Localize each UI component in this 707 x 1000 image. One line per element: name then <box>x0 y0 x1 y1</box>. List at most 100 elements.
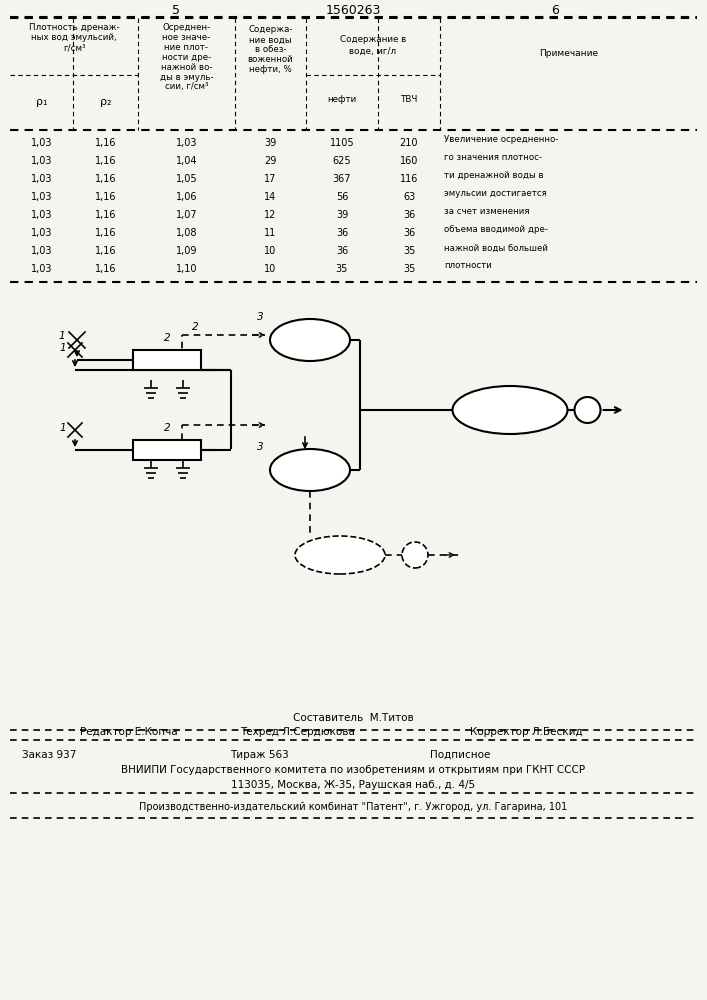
Text: 1,03: 1,03 <box>30 246 52 256</box>
Text: ности дре-: ности дре- <box>162 52 211 62</box>
Text: 1,03: 1,03 <box>30 228 52 238</box>
Text: 10: 10 <box>264 246 276 256</box>
Text: 1,08: 1,08 <box>176 228 197 238</box>
Text: Содержание в: Содержание в <box>340 35 406 44</box>
Text: сии, г/см³: сии, г/см³ <box>165 82 209 91</box>
Text: 625: 625 <box>333 156 351 166</box>
Text: Подписное: Подписное <box>430 750 491 760</box>
Text: 36: 36 <box>403 228 415 238</box>
Text: 1,16: 1,16 <box>95 264 116 274</box>
Text: Увеличение осредненно-: Увеличение осредненно- <box>444 135 559 144</box>
Text: 29: 29 <box>264 156 276 166</box>
Text: 1,03: 1,03 <box>176 138 197 148</box>
Ellipse shape <box>270 319 350 361</box>
Text: 1560263: 1560263 <box>325 3 380 16</box>
Text: 2: 2 <box>192 322 198 332</box>
Text: 11: 11 <box>264 228 276 238</box>
Text: Составитель  М.Титов: Составитель М.Титов <box>293 713 414 723</box>
Text: 1,16: 1,16 <box>95 156 116 166</box>
Text: в обез-: в обез- <box>255 45 286 54</box>
Text: 160: 160 <box>400 156 418 166</box>
Ellipse shape <box>452 386 568 434</box>
Text: 1,03: 1,03 <box>30 174 52 184</box>
Text: 1,03: 1,03 <box>30 138 52 148</box>
Text: 1,03: 1,03 <box>30 264 52 274</box>
Text: г/см³: г/см³ <box>63 43 86 52</box>
Text: 36: 36 <box>336 228 348 238</box>
Text: Производственно-издательский комбинат "Патент", г. Ужгород, ул. Гагарина, 101: Производственно-издательский комбинат "П… <box>139 802 567 812</box>
Text: нефти, %: нефти, % <box>249 66 292 75</box>
Text: 35: 35 <box>403 246 415 256</box>
Text: 39: 39 <box>264 138 276 148</box>
Text: 36: 36 <box>336 246 348 256</box>
Text: ρ₂: ρ₂ <box>100 97 111 107</box>
Text: эмульсии достигается: эмульсии достигается <box>444 190 547 198</box>
Text: 1,06: 1,06 <box>176 192 197 202</box>
Text: объема вводимой дре-: объема вводимой дре- <box>444 226 548 234</box>
Text: 1: 1 <box>59 343 66 353</box>
Text: ды в эмуль-: ды в эмуль- <box>160 73 214 82</box>
Text: нажной воды большей: нажной воды большей <box>444 243 548 252</box>
Text: 1,03: 1,03 <box>30 210 52 220</box>
Text: 63: 63 <box>403 192 415 202</box>
Ellipse shape <box>295 536 385 574</box>
Text: 1,16: 1,16 <box>95 210 116 220</box>
Text: ТВЧ: ТВЧ <box>400 96 418 104</box>
Text: Редактор Е.Копча: Редактор Е.Копча <box>80 727 177 737</box>
Text: 113035, Москва, Ж-35, Раушская наб., д. 4/5: 113035, Москва, Ж-35, Раушская наб., д. … <box>231 780 475 790</box>
Text: 2: 2 <box>164 333 170 343</box>
Text: 116: 116 <box>400 174 418 184</box>
Text: Плотность дренаж-: Плотность дренаж- <box>29 23 119 32</box>
Text: 1,16: 1,16 <box>95 192 116 202</box>
Text: Примечание: Примечание <box>539 48 598 57</box>
Text: 35: 35 <box>403 264 415 274</box>
Text: Тираж 563: Тираж 563 <box>230 750 288 760</box>
Text: ти дренажной воды в: ти дренажной воды в <box>444 172 544 180</box>
Text: Техред Л.Сердюкова: Техред Л.Сердюкова <box>240 727 355 737</box>
Bar <box>133 440 201 460</box>
Text: 14: 14 <box>264 192 276 202</box>
Text: 1,16: 1,16 <box>95 228 116 238</box>
Text: 367: 367 <box>333 174 351 184</box>
Text: ρ₁: ρ₁ <box>36 97 47 107</box>
Text: 1105: 1105 <box>329 138 354 148</box>
Text: 39: 39 <box>336 210 348 220</box>
Text: 56: 56 <box>336 192 348 202</box>
Text: 1: 1 <box>59 423 66 433</box>
Ellipse shape <box>402 542 428 568</box>
Text: 1,07: 1,07 <box>175 210 197 220</box>
Text: 35: 35 <box>336 264 348 274</box>
Text: 1,09: 1,09 <box>176 246 197 256</box>
Text: 6: 6 <box>551 3 559 16</box>
Text: 1,16: 1,16 <box>95 174 116 184</box>
Text: Корректор Л.Бескид: Корректор Л.Бескид <box>470 727 583 737</box>
Text: нефти: нефти <box>327 96 356 104</box>
Text: 1,16: 1,16 <box>95 138 116 148</box>
Ellipse shape <box>270 449 350 491</box>
Text: 1,03: 1,03 <box>30 192 52 202</box>
Text: Содержа-: Содержа- <box>248 25 293 34</box>
Text: 3: 3 <box>257 312 263 322</box>
Text: 5: 5 <box>172 3 180 16</box>
Bar <box>133 350 201 370</box>
Text: 12: 12 <box>264 210 276 220</box>
Text: 1,05: 1,05 <box>175 174 197 184</box>
Text: го значения плотнос-: го значения плотнос- <box>444 153 542 162</box>
Ellipse shape <box>575 397 600 423</box>
Text: Заказ 937: Заказ 937 <box>22 750 76 760</box>
Text: 1,04: 1,04 <box>176 156 197 166</box>
Text: ное значе-: ное значе- <box>163 32 211 41</box>
Text: 3: 3 <box>257 442 263 452</box>
Text: плотности: плотности <box>444 261 492 270</box>
Text: 2: 2 <box>164 423 170 433</box>
Text: воде, мг/л: воде, мг/л <box>349 46 397 55</box>
Text: 210: 210 <box>399 138 419 148</box>
Text: 17: 17 <box>264 174 276 184</box>
Text: нажной во-: нажной во- <box>160 62 212 72</box>
Text: ние плот-: ние плот- <box>165 42 209 51</box>
Text: ВНИИПИ Государственного комитета по изобретениям и открытиям при ГКНТ СССР: ВНИИПИ Государственного комитета по изоб… <box>121 765 585 775</box>
Text: 1,10: 1,10 <box>176 264 197 274</box>
Text: ние воды: ние воды <box>249 35 292 44</box>
Text: 1,16: 1,16 <box>95 246 116 256</box>
Text: за счет изменения: за счет изменения <box>444 208 530 217</box>
